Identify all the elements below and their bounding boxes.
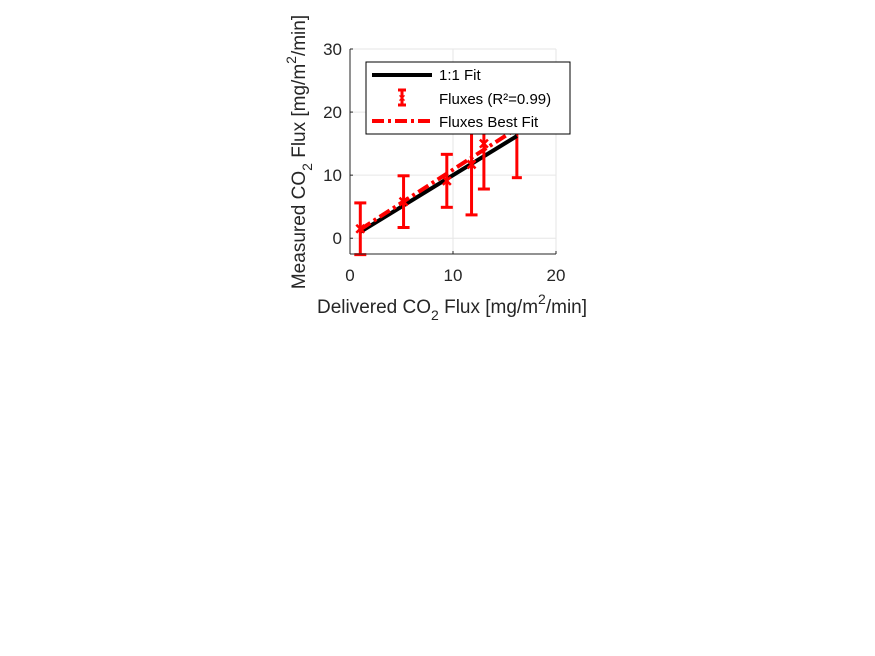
line-best-fit — [359, 126, 518, 232]
line-1to1-fit — [359, 134, 518, 234]
y-tick-label-3: 30 — [323, 40, 342, 59]
tick-labels: 0 10 20 0 10 20 30 — [323, 40, 565, 285]
point-marker-b — [441, 175, 452, 186]
x-tick-label-2: 20 — [547, 266, 566, 285]
x-axis-label-sup: 2 — [538, 291, 546, 307]
legend-label-1to1: 1:1 Fit — [439, 67, 482, 84]
x-tick-label-0: 0 — [345, 266, 354, 285]
y-axis-label-sup: 2 — [283, 56, 299, 64]
y-tick-label-0: 0 — [333, 229, 342, 248]
legend-label-bestfit: Fluxes Best Fit — [439, 114, 539, 131]
errorbar-point-2 — [440, 152, 453, 209]
y-tick-label-2: 20 — [323, 103, 342, 122]
legend-swatch-fluxes: × — [398, 88, 406, 107]
axes — [349, 48, 557, 255]
x-axis-label-sub: 2 — [431, 307, 439, 323]
x-axis-label: Delivered CO2 Flux [mg/m2/min] — [317, 291, 587, 323]
point-marker-b — [479, 138, 489, 149]
y-tick-label-1: 10 — [323, 166, 342, 185]
y-axis-label: Measured CO2 Flux [mg/m2/min] — [283, 15, 315, 289]
svg-text:×: × — [398, 91, 405, 105]
legend-label-fluxes: Fluxes (R²=0.99) — [439, 91, 551, 108]
point-marker-b — [466, 159, 477, 170]
y-axis-label-sub: 2 — [299, 163, 315, 171]
legend: 1:1 Fit × Fluxes (R²=0.99) Fluxes Best F… — [365, 61, 571, 135]
x-tick-label-1: 10 — [444, 266, 463, 285]
